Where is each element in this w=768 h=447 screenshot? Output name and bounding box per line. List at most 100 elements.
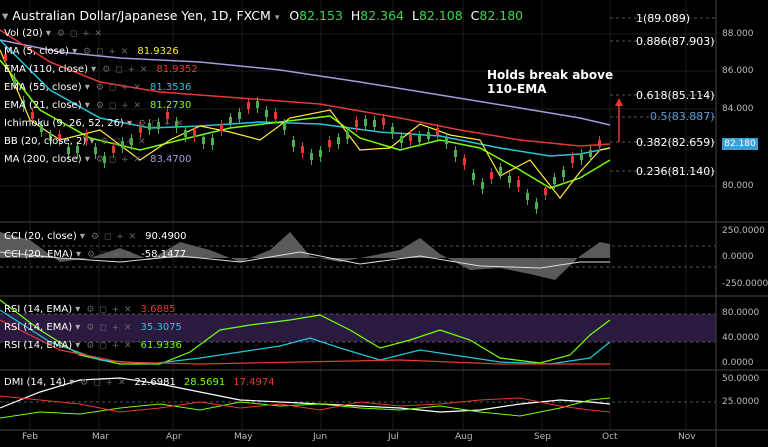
price-tick: 84.000 bbox=[722, 104, 754, 114]
indicator-controls[interactable]: ⚙ ◻ + ✕ bbox=[86, 305, 133, 315]
candle-body bbox=[544, 188, 547, 195]
chevron-down-icon[interactable]: ▾ bbox=[68, 46, 78, 57]
chevron-down-icon[interactable]: ▾ bbox=[81, 154, 90, 165]
price-tick: 88.000 bbox=[722, 29, 754, 39]
month-label: Aug bbox=[455, 432, 473, 442]
indicator-controls[interactable]: ⚙ ◻ + ✕ bbox=[56, 29, 104, 39]
candle-body bbox=[427, 132, 430, 139]
dmi-axis[interactable]: 50.0000 25.0000 bbox=[716, 370, 768, 430]
candle-body bbox=[58, 134, 61, 141]
indicator-row[interactable]: EMA (110, close) ▾ ⚙ ◻ + ✕ 81.9352 bbox=[4, 61, 198, 79]
indicator-controls[interactable]: ⚙ ◻ + ✕ bbox=[138, 119, 185, 129]
candle-body bbox=[103, 156, 106, 163]
candle-body bbox=[220, 124, 223, 131]
candle-body bbox=[13, 77, 16, 84]
indicator-controls[interactable]: ⚙ ◻ + ✕ bbox=[90, 232, 138, 242]
rsi-legend: RSI (14, EMA) ▾ ⚙ ◻ + ✕ 3.6885 RSI (14, EM… bbox=[4, 304, 182, 351]
ohlc-readout: O82.153 H82.364 L82.108 C82.180 bbox=[289, 8, 524, 23]
candle-body bbox=[382, 118, 385, 125]
indicator-row[interactable]: EMA (55, close) ▾ ⚙ ◻ + ✕ 81.3536 bbox=[4, 79, 198, 97]
candle-body bbox=[4, 54, 7, 61]
candle-body bbox=[301, 146, 304, 153]
indicator-value: 81.3536 bbox=[150, 82, 192, 93]
symbol-dropdown-icon[interactable]: ▾ bbox=[274, 13, 280, 23]
indicator-value: 81.2730 bbox=[150, 100, 192, 111]
candle-body bbox=[229, 117, 232, 124]
candle-body bbox=[562, 170, 565, 177]
candle-body bbox=[454, 150, 457, 157]
candle-body bbox=[112, 146, 115, 153]
candle-body bbox=[472, 173, 475, 180]
indicator-row[interactable]: EMA (21, close) ▾ ⚙ ◻ + ✕ 81.2730 bbox=[4, 97, 198, 115]
chevron-down-icon[interactable]: ▾ bbox=[42, 28, 51, 39]
candle-body bbox=[121, 141, 124, 148]
indicator-label: Vol (20) bbox=[4, 28, 43, 39]
month-label: Jun bbox=[313, 432, 328, 442]
chevron-down-icon[interactable]: ▾ bbox=[87, 64, 97, 75]
indicator-row[interactable]: MA (5, close) ▾ ⚙ ◻ + ✕ 81.9326 bbox=[4, 43, 198, 61]
indicator-controls[interactable]: ⚙ ◻ + ✕ bbox=[86, 250, 134, 260]
price-tick: 86.000 bbox=[722, 66, 754, 76]
price-axis[interactable]: 88.000 86.000 84.000 80.000 bbox=[716, 0, 768, 222]
month-label: Sep bbox=[534, 432, 551, 442]
fib-label-1: 1(89.089) bbox=[636, 12, 691, 25]
cci-pane bbox=[0, 232, 716, 280]
indicator-row[interactable]: Ichimoku (9, 26, 52, 26) ▾ ⚙ ◻ + ✕ bbox=[4, 115, 198, 133]
indicator-row[interactable]: Vol (20) ▾ ⚙ ◻ + ✕ bbox=[4, 25, 198, 43]
chevron-down-icon[interactable]: ▾ bbox=[123, 118, 133, 129]
ma200-line bbox=[0, 39, 611, 126]
indicator-label: EMA (21, close) bbox=[4, 100, 82, 111]
rsi-tick: 0.0000 bbox=[722, 358, 754, 368]
indicator-controls[interactable]: ⚙ ◻ + ✕ bbox=[80, 378, 127, 388]
cci-tick: 250.0000 bbox=[722, 226, 765, 236]
month-label: Apr bbox=[166, 432, 182, 442]
rsi-axis[interactable]: 80.0000 40.0000 0.0000 bbox=[716, 296, 768, 370]
month-label: Feb bbox=[22, 432, 38, 442]
rsi-pane bbox=[0, 299, 716, 365]
fib-label-0382: 0.382(82.659) bbox=[636, 136, 715, 149]
cci-axis[interactable]: 250.0000 0.0000 -250.0000 bbox=[716, 222, 768, 296]
ema55-line bbox=[0, 39, 611, 157]
candle-body bbox=[598, 140, 601, 147]
indicator-controls[interactable]: ⚙ ◻ + ✕ bbox=[83, 47, 130, 57]
indicator-controls[interactable]: ⚙ ◻ + ✕ bbox=[95, 155, 143, 165]
candle-body bbox=[373, 120, 376, 127]
candle-body bbox=[319, 150, 322, 157]
candle-body bbox=[139, 126, 142, 133]
indicator-controls[interactable]: ⚙ ◻ + ✕ bbox=[102, 65, 149, 75]
candle-body bbox=[337, 137, 340, 144]
ema110-line bbox=[0, 29, 611, 147]
candle-body bbox=[436, 128, 439, 135]
candle-body bbox=[517, 180, 520, 187]
candle-body bbox=[49, 134, 52, 141]
indicator-controls[interactable]: ⚙ ◻ + ✕ bbox=[100, 137, 147, 147]
dmi-legend: DMI (14, 14) ▾ ⚙ ◻ + ✕ 22.6981 28.5691 17.49… bbox=[4, 377, 275, 388]
candle-body bbox=[589, 150, 592, 157]
chevron-down-icon[interactable]: ▾ bbox=[86, 136, 95, 147]
symbol-title[interactable]: Australian Dollar/Japanese Yen, 1D, FXCM bbox=[12, 8, 271, 23]
chevron-down-icon[interactable]: ▾ bbox=[81, 100, 90, 111]
indicator-controls[interactable]: ⚙ ◻ + ✕ bbox=[95, 83, 143, 93]
month-label: Jul bbox=[388, 432, 399, 442]
month-label: Mar bbox=[92, 432, 109, 442]
candle-body bbox=[193, 130, 196, 137]
indicator-controls[interactable]: ⚙ ◻ + ✕ bbox=[86, 341, 133, 351]
month-label: Oct bbox=[602, 432, 618, 442]
ema21-line bbox=[0, 59, 611, 189]
collapse-icon[interactable]: ▾ bbox=[2, 8, 13, 23]
price-candles bbox=[4, 50, 601, 214]
candle-body bbox=[211, 138, 214, 145]
indicator-value: 83.4700 bbox=[150, 154, 192, 165]
indicator-controls[interactable]: ⚙ ◻ + ✕ bbox=[86, 323, 133, 333]
indicator-label: EMA (110, close) bbox=[4, 64, 88, 75]
indicator-row[interactable]: MA (200, close) ▾ ⚙ ◻ + ✕ 83.4700 bbox=[4, 151, 198, 169]
indicator-label: MA (5, close) bbox=[4, 46, 69, 57]
chevron-down-icon[interactable]: ▾ bbox=[81, 82, 90, 93]
indicator-row[interactable]: BB (20, close, 2) ▾ ⚙ ◻ + ✕ bbox=[4, 133, 198, 151]
indicator-controls[interactable]: ⚙ ◻ + ✕ bbox=[95, 101, 143, 111]
cci-tick: -250.0000 bbox=[722, 279, 768, 289]
candle-body bbox=[283, 123, 286, 130]
candle-body bbox=[157, 122, 160, 129]
candle-body bbox=[40, 125, 43, 132]
